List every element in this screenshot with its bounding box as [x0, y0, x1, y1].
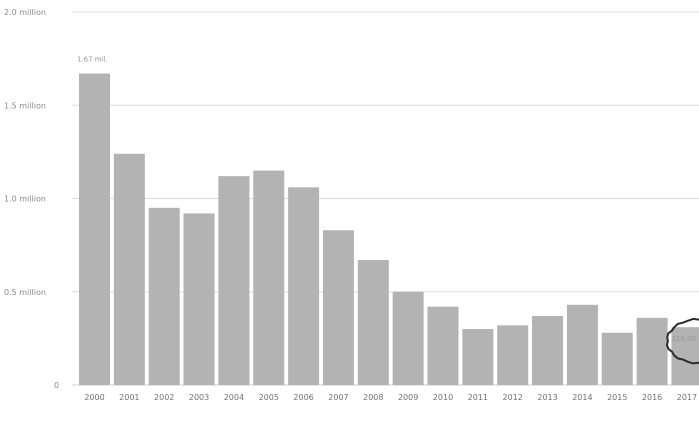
- x-tick-label: 2008: [363, 393, 383, 402]
- x-tick-label: 2010: [433, 393, 453, 402]
- x-tick-label: 2016: [642, 393, 662, 402]
- x-tick-label: 2013: [537, 393, 557, 402]
- bar-2005: [253, 170, 285, 385]
- x-tick-label: 2009: [398, 393, 418, 402]
- x-tick-label: 2017: [677, 393, 697, 402]
- x-tick-label: 2001: [119, 393, 139, 402]
- y-tick-label: 0: [54, 381, 59, 390]
- bar-2014: [566, 304, 598, 385]
- x-tick-label: 2012: [503, 393, 523, 402]
- data-label: 1.67 mil.: [77, 56, 108, 64]
- labels-layer: 0 0.5 million 1.0 million 1.5 million 2.0 mi…: [4, 8, 697, 402]
- y-tick-label: 1.5 million: [4, 101, 46, 110]
- x-tick-label: 2005: [259, 393, 279, 402]
- bar-2006: [288, 187, 320, 385]
- bar-2010: [427, 306, 459, 385]
- bar-2004: [218, 176, 250, 385]
- x-tick-label: 2004: [224, 393, 244, 402]
- x-tick-label: 2003: [189, 393, 209, 402]
- bar-2008: [357, 260, 389, 385]
- x-tick-label: 2015: [607, 393, 627, 402]
- bar-2013: [532, 315, 564, 385]
- bar-2016: [636, 317, 668, 385]
- x-tick-label: 2011: [468, 393, 488, 402]
- x-tick-label: 2007: [328, 393, 348, 402]
- y-tick-label: 1.0 million: [4, 195, 46, 204]
- x-tick-label: 2006: [293, 393, 313, 402]
- data-label: 310,00: [671, 335, 696, 343]
- bar-2002: [148, 207, 180, 385]
- bar-2011: [462, 329, 494, 385]
- bar-2001: [113, 153, 145, 385]
- x-tick-label: 2014: [572, 393, 592, 402]
- bar-2007: [322, 230, 354, 385]
- annotation-layer: [665, 317, 699, 365]
- x-tick-label: 2000: [84, 393, 104, 402]
- bar-2012: [497, 325, 529, 385]
- bar-2000: [79, 73, 110, 386]
- bars-layer: [79, 73, 699, 386]
- y-tick-label: 0.5 million: [4, 288, 46, 297]
- highlight-circle: [665, 317, 699, 365]
- x-tick-label: 2002: [154, 393, 174, 402]
- y-tick-label: 2.0 million: [4, 8, 46, 17]
- bar-2015: [601, 332, 633, 385]
- bar-2003: [183, 213, 215, 385]
- bar-2009: [392, 291, 424, 385]
